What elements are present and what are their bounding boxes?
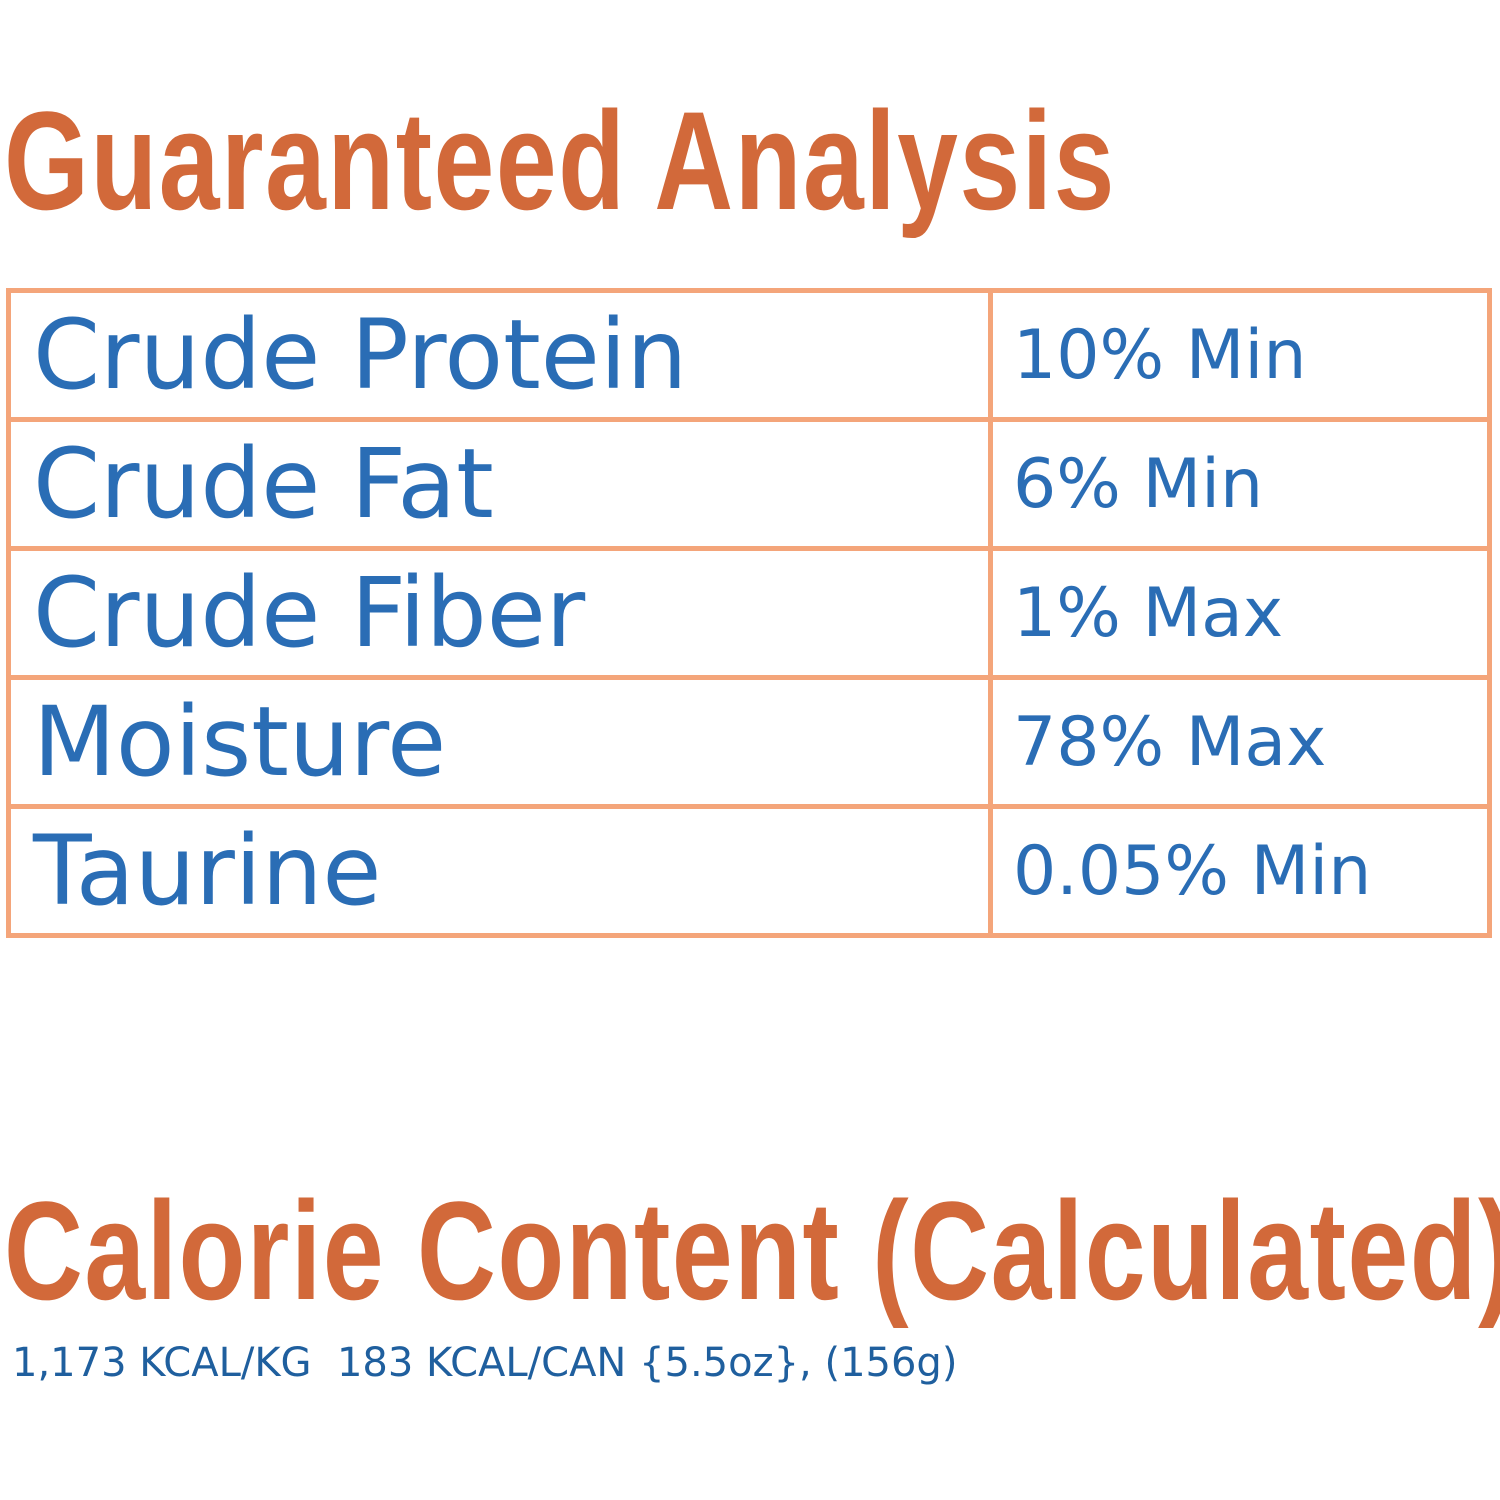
table-row: Crude Fiber 1% Max (6, 546, 1492, 680)
nutrient-value: 10% Min (988, 288, 1492, 422)
analysis-table: Crude Protein 10% Min Crude Fat 6% Min Crude… (6, 288, 1492, 938)
nutrient-name: Crude Fat (6, 417, 993, 551)
nutrient-name: Crude Fiber (6, 546, 993, 680)
nutrient-value: 6% Min (988, 417, 1492, 551)
calorie-text: 1,173 KCAL/KG 183 KCAL/CAN {5.5oz}, (156… (12, 1340, 958, 1386)
calorie-title: Calorie Content (Calculated) (4, 1172, 1500, 1329)
nutrient-name: Moisture (6, 675, 993, 809)
title: Guaranteed Analysis (4, 82, 1116, 239)
nutrient-value: 78% Max (988, 675, 1492, 809)
table-row: Crude Fat 6% Min (6, 417, 1492, 551)
nutrient-value: 1% Max (988, 546, 1492, 680)
table-row: Crude Protein 10% Min (6, 288, 1492, 422)
nutrient-name: Crude Protein (6, 288, 993, 422)
table-row: Moisture 78% Max (6, 675, 1492, 809)
nutrient-value: 0.05% Min (988, 804, 1492, 938)
table-row: Taurine 0.05% Min (6, 804, 1492, 938)
nutrient-name: Taurine (6, 804, 993, 938)
